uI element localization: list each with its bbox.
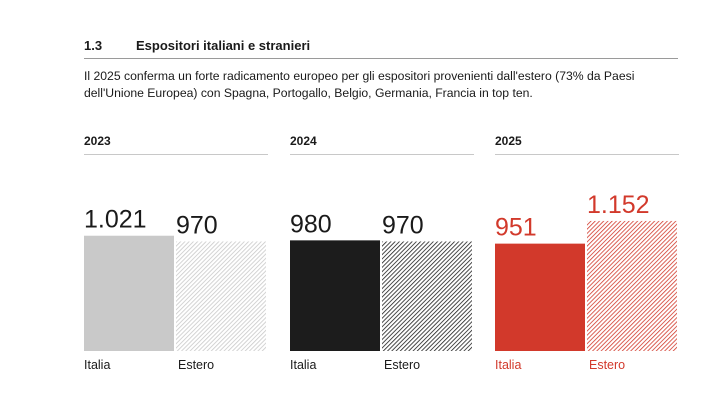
panel-rule	[290, 154, 474, 155]
category-label: Italia	[495, 358, 522, 372]
data-label: 951	[495, 214, 537, 242]
bar-estero	[176, 241, 266, 351]
panel-rule	[495, 154, 679, 155]
bar-estero	[382, 241, 472, 351]
data-label: 1.152	[587, 191, 650, 219]
bar-italia	[495, 243, 585, 351]
panel-year: 2025	[495, 134, 522, 148]
bar-italia	[290, 240, 380, 351]
chart-panel-2024: 2024 980 970 Italia Estero	[290, 134, 474, 374]
data-label: 1.021	[84, 206, 147, 234]
section-header: 1.3 Espositori italiani e stranieri	[84, 38, 678, 59]
bar-estero	[587, 220, 677, 351]
category-label: Italia	[290, 358, 317, 372]
chart-panel-2025: 2025 951 1.152 Italia Estero	[495, 134, 679, 374]
data-label: 980	[290, 210, 332, 238]
intro-text: Il 2025 conferma un forte radicamento eu…	[84, 69, 635, 100]
bar-chart: 1.021 970	[84, 206, 266, 351]
section-number: 1.3	[84, 38, 103, 53]
chart-panel-2023: 2023 1.021 970 Italia Estero	[84, 134, 268, 374]
category-label: Estero	[589, 358, 626, 372]
category-label: Estero	[178, 358, 215, 372]
bar-chart: 951 1.152	[495, 191, 677, 351]
panel-year: 2023	[84, 134, 111, 148]
category-label: Estero	[384, 358, 421, 372]
panel-year: 2024	[290, 134, 317, 148]
bar-italia	[84, 235, 174, 351]
data-label: 970	[382, 211, 424, 239]
bar-chart: 980 970	[290, 210, 472, 351]
data-label: 970	[176, 211, 218, 239]
section-title: Espositori italiani e stranieri	[136, 38, 311, 53]
category-label: Italia	[84, 358, 111, 372]
panel-rule	[84, 154, 268, 155]
